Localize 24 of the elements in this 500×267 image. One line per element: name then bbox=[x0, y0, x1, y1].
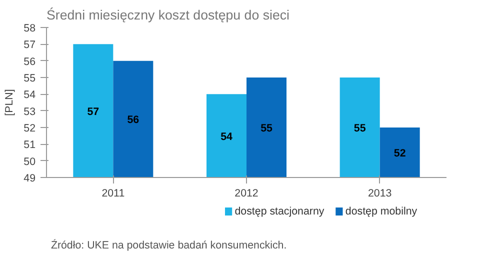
data-label: 56 bbox=[127, 114, 140, 126]
y-tick-label: 55 bbox=[24, 72, 36, 84]
data-label: 52 bbox=[394, 148, 406, 160]
y-tick-label: 54 bbox=[24, 89, 36, 102]
legend-label: dostęp mobilny bbox=[345, 206, 418, 218]
data-label: 55 bbox=[260, 122, 272, 134]
x-tick-label: 2013 bbox=[368, 188, 392, 200]
y-tick-label: 50 bbox=[24, 156, 36, 168]
y-tick-label: 58 bbox=[24, 22, 36, 34]
y-tick-label: 52 bbox=[24, 122, 36, 134]
y-axis-title: [PLN] bbox=[4, 89, 16, 116]
x-tick-label: 2011 bbox=[102, 188, 125, 200]
text: Źródło: UKE na podstawie badań konsumenckich. bbox=[50, 238, 287, 252]
data-label: 57 bbox=[87, 106, 100, 118]
y-tick-label: 56 bbox=[24, 56, 36, 68]
data-label: 55 bbox=[354, 122, 366, 134]
y-tick-label: 57 bbox=[24, 39, 36, 52]
legend-label: dostęp stacjonarny bbox=[234, 206, 325, 218]
y-tick-label: 51 bbox=[24, 139, 36, 152]
y-tick-label: 49 bbox=[24, 172, 36, 184]
chart-title: Średni miesięczny koszt dostępu do sieci bbox=[46, 8, 290, 22]
x-tick-label: 2012 bbox=[234, 188, 258, 200]
y-tick-label: 53 bbox=[24, 106, 36, 118]
data-label: 54 bbox=[220, 130, 232, 143]
